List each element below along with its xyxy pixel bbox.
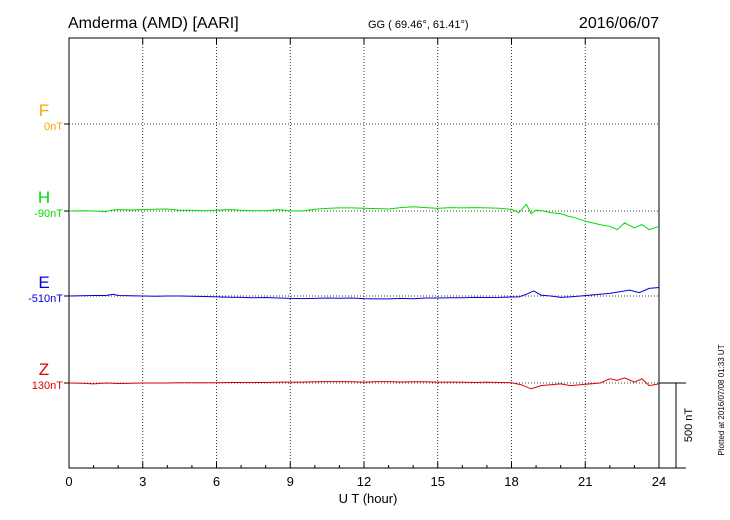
scale-bar-label: 500 nT xyxy=(683,408,695,443)
x-tick-label: 15 xyxy=(431,474,445,489)
x-tick-label: 18 xyxy=(504,474,518,489)
plot-frame xyxy=(68,37,660,469)
x-tick-label: 24 xyxy=(652,474,666,489)
trace-Z xyxy=(68,377,660,390)
series-offset-F: 0nT xyxy=(44,121,63,133)
series-offset-E: -510nT xyxy=(28,293,63,305)
coordinates: GG ( 69.46°, 61.41°) xyxy=(368,19,469,31)
x-tick-label: 6 xyxy=(213,474,220,489)
scale-bar: 500 nT xyxy=(659,382,695,469)
series-name-E: E xyxy=(38,273,49,292)
x-axis-ticks: 0 3 6 9 12 15 18 21 24 xyxy=(65,38,666,489)
series-offset-H: -90nT xyxy=(34,208,63,220)
trace-H xyxy=(68,203,660,231)
x-tick-label: 21 xyxy=(578,474,592,489)
x-tick-label: 9 xyxy=(287,474,294,489)
station-title: Amderma (AMD) [AARI] xyxy=(68,15,239,32)
x-tick-label: 12 xyxy=(357,474,371,489)
series-name-H: H xyxy=(38,188,50,207)
series-offset-Z: 130nT xyxy=(32,380,63,392)
series-name-Z: Z xyxy=(39,360,49,379)
date-label: 2016/06/07 xyxy=(579,15,659,32)
grid xyxy=(69,38,659,468)
x-axis-label: U T (hour) xyxy=(339,491,398,506)
x-tick-label: 0 xyxy=(65,474,72,489)
series-name-F: F xyxy=(39,101,49,120)
traces xyxy=(68,203,660,390)
plotted-note: Plotted at 2016/07/08 01:33 UT xyxy=(717,344,726,455)
x-tick-label: 3 xyxy=(139,474,146,489)
trace-E xyxy=(68,287,660,300)
